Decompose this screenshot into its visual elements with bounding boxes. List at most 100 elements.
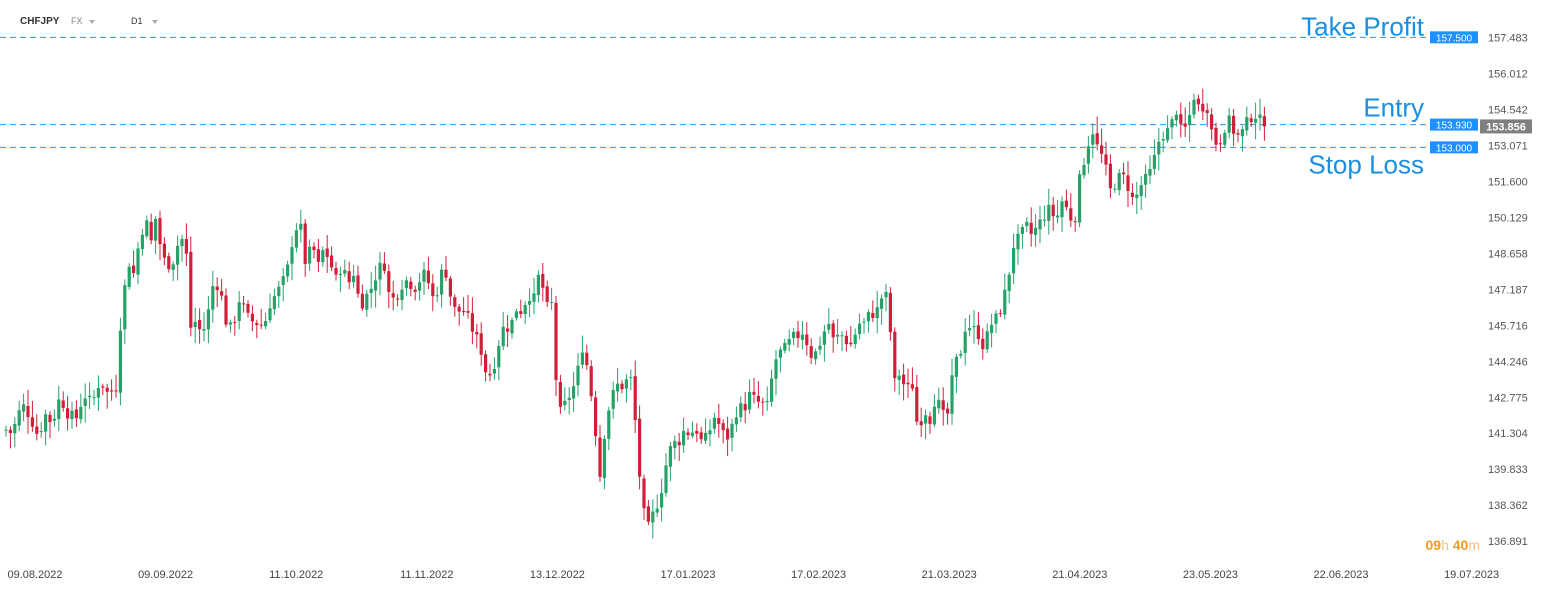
candle-body: [853, 334, 857, 345]
level-tag-bg: [1430, 118, 1478, 131]
candle: [572, 371, 576, 412]
candle: [92, 390, 96, 406]
candle-body: [576, 365, 580, 386]
candle-body: [382, 263, 386, 271]
candle: [963, 318, 967, 366]
candle: [360, 284, 364, 311]
candle: [800, 320, 804, 350]
candle: [545, 280, 549, 307]
candle: [690, 421, 694, 439]
candle: [726, 416, 730, 457]
candle-body: [162, 243, 166, 258]
candle: [611, 381, 615, 419]
candle-body: [35, 426, 39, 434]
candle-body: [633, 376, 637, 421]
candle: [1192, 93, 1196, 119]
instrument-type-label: FX: [71, 16, 83, 26]
candle-body: [184, 239, 188, 254]
candle-body: [748, 391, 752, 410]
candle-body: [1020, 227, 1024, 234]
x-tick-label: 19.07.2023: [1444, 569, 1499, 581]
timeframe-dropdown-icon[interactable]: [152, 20, 158, 24]
candle: [83, 383, 87, 423]
candle-body: [998, 313, 1002, 315]
candle-body: [752, 391, 756, 395]
candle: [910, 367, 914, 392]
candle: [888, 287, 892, 341]
candle: [1148, 155, 1152, 185]
candle: [743, 392, 747, 424]
candle: [1086, 136, 1090, 174]
candle-body: [849, 342, 853, 345]
candle: [541, 262, 545, 302]
candle-body: [387, 271, 391, 292]
candle-body: [497, 345, 501, 368]
candle-body: [1060, 201, 1064, 218]
candle: [110, 379, 114, 401]
x-tick-label: 11.10.2022: [269, 569, 323, 581]
candle-body: [290, 247, 294, 264]
candle-body: [1038, 219, 1042, 230]
symbol-dropdown-icon[interactable]: [89, 20, 95, 24]
candle-body: [1126, 175, 1130, 191]
candle-body: [132, 265, 136, 274]
y-tick-label: 139.833: [1488, 464, 1528, 476]
candle-body: [1183, 123, 1187, 127]
candle-body: [1051, 204, 1055, 217]
candle-body: [1201, 103, 1205, 112]
candle-body: [457, 306, 461, 312]
candle: [607, 406, 611, 451]
candle: [189, 236, 193, 337]
x-tick-label: 21.03.2023: [922, 569, 977, 581]
candle-body: [30, 417, 34, 427]
candle-body: [180, 239, 184, 247]
candle: [132, 250, 136, 278]
candle-body: [259, 324, 263, 326]
candle: [387, 264, 391, 309]
candle-body: [642, 478, 646, 509]
symbol-selector[interactable]: CHFJPY: [20, 16, 60, 27]
candle-body: [352, 275, 356, 283]
candle-body: [1073, 221, 1077, 223]
candle: [1249, 113, 1253, 128]
x-tick-label: 17.01.2023: [660, 569, 715, 581]
candle-body: [761, 401, 765, 403]
candle: [924, 409, 928, 440]
candle-body: [712, 417, 716, 429]
candle: [1034, 214, 1038, 247]
candle: [1047, 188, 1051, 235]
candle: [994, 310, 998, 333]
candle: [906, 368, 910, 398]
candle-body: [814, 351, 818, 360]
candle: [1188, 101, 1192, 142]
candle-body: [1236, 133, 1240, 135]
candle: [488, 363, 492, 382]
candle-body: [550, 301, 554, 303]
candle-body: [193, 321, 197, 328]
candle-body: [1214, 127, 1218, 145]
candle-body: [220, 291, 224, 296]
candle: [673, 435, 677, 460]
candle-body: [17, 410, 21, 426]
candle: [202, 312, 206, 342]
candle: [664, 453, 668, 497]
x-tick-label: 23.05.2023: [1183, 569, 1238, 581]
timeframe-selector[interactable]: D1: [131, 16, 143, 26]
candle-body: [840, 335, 844, 337]
candle-body: [607, 410, 611, 439]
x-tick-label: 21.04.2023: [1052, 569, 1107, 581]
candle: [343, 259, 347, 277]
candle-body: [1082, 165, 1086, 176]
candle-body: [915, 386, 919, 422]
candle-body: [488, 373, 492, 376]
candle: [752, 377, 756, 404]
candle-body: [682, 431, 686, 446]
candle-body: [734, 417, 738, 425]
y-tick-label: 147.187: [1488, 284, 1528, 296]
candle-body: [136, 248, 140, 275]
candle: [1166, 115, 1170, 143]
candle-body: [620, 383, 624, 390]
candle: [272, 288, 276, 315]
candle: [682, 417, 686, 453]
